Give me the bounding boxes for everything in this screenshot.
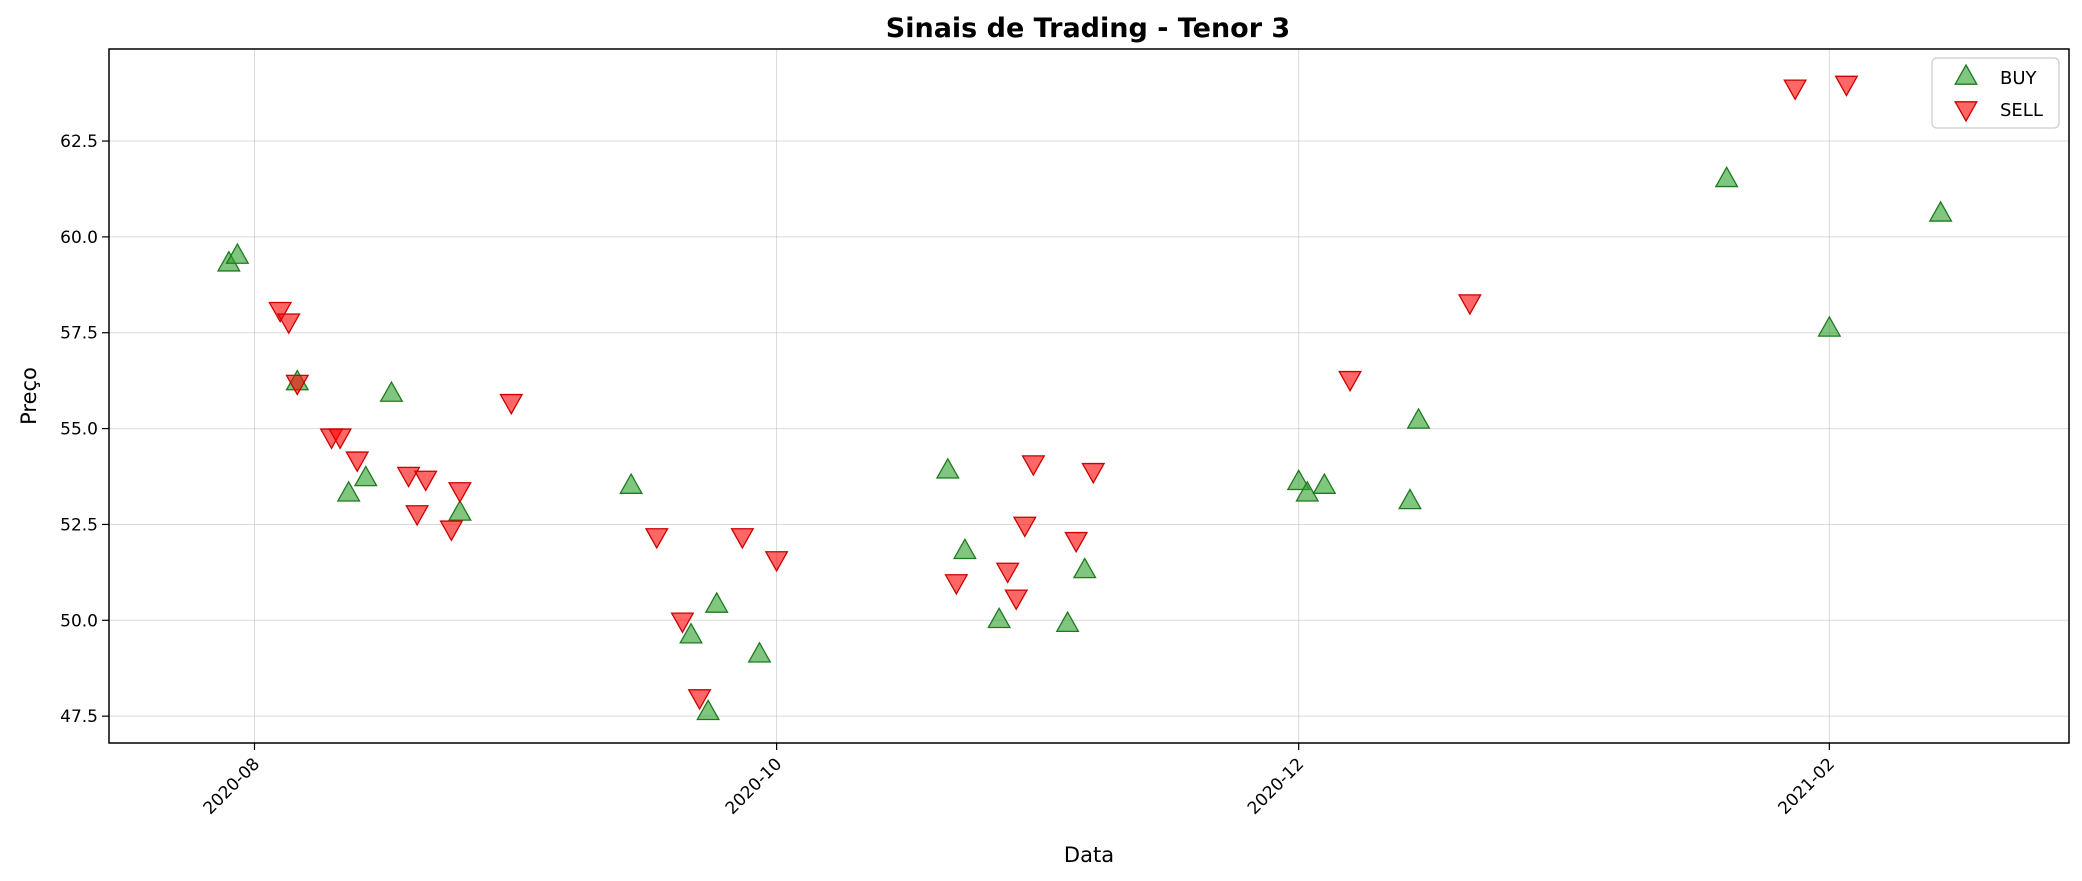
sell-signal-marker [670, 612, 695, 634]
sell-signal-marker [730, 528, 755, 550]
sell-signal-marker [345, 451, 370, 473]
sell-signal-marker [687, 689, 712, 711]
sell-signal-marker [405, 505, 430, 527]
chart-title: Sinais de Trading - Tenor 3 [886, 13, 1290, 44]
y-tick-label: 55.0 [60, 420, 98, 440]
sell-signal-marker [1064, 531, 1089, 554]
sell-signal-marker [764, 551, 789, 573]
sell-signal-marker [268, 301, 293, 324]
sell-signal-marker [499, 393, 524, 416]
buy-signal-marker [1055, 610, 1080, 632]
y-tick-label: 57.5 [60, 324, 98, 344]
buy-signal-marker [704, 591, 729, 613]
sell-signal-marker [328, 428, 353, 450]
sell-signal-marker [276, 313, 301, 335]
sell-signal-marker [995, 562, 1020, 584]
legend: BUY SELL [1931, 57, 2060, 129]
sell-signal-marker [1021, 455, 1046, 477]
buy-signal-marker [1406, 407, 1431, 429]
sell-signal-marker [396, 466, 421, 488]
buy-signal-marker [1312, 472, 1337, 494]
sell-signal-marker [1004, 589, 1029, 611]
sell-signal-marker [644, 528, 669, 550]
buy-signal-marker [336, 480, 361, 502]
legend-label-buy: BUY [2000, 68, 2038, 89]
y-axis-title: Preço [17, 367, 41, 425]
buy-signal-marker [1928, 200, 1953, 222]
sell-signal-marker [413, 470, 438, 492]
y-tick-label: 50.0 [60, 611, 98, 631]
buy-signal-marker [987, 606, 1012, 629]
sell-signal-marker [1338, 370, 1362, 393]
plot-frame [108, 48, 2070, 744]
legend-marker-sell [1954, 101, 1978, 123]
buy-signal-marker [1817, 315, 1842, 337]
buy-signal-marker [1398, 488, 1422, 510]
y-tick-label: 62.5 [60, 132, 98, 152]
buy-signal-marker [679, 622, 703, 644]
sell-signal-marker [944, 574, 969, 596]
sell-signal-marker [1012, 516, 1037, 538]
data-markers [216, 75, 1953, 721]
sell-signal-marker [285, 374, 310, 396]
y-tick-label: 52.5 [60, 515, 98, 535]
buy-signal-marker [379, 380, 404, 402]
buy-signal-marker [1714, 166, 1739, 188]
buy-signal-marker [448, 499, 472, 521]
buy-signal-marker [225, 242, 250, 264]
x-axis-title: Data [1064, 843, 1114, 867]
sell-signal-marker [439, 520, 464, 542]
legend-label-sell: SELL [2000, 100, 2043, 121]
buy-signal-marker [747, 641, 772, 663]
grid-lines [109, 49, 2069, 743]
sell-signal-marker [1081, 462, 1106, 485]
buy-signal-marker [935, 457, 960, 479]
buy-signal-marker [952, 537, 977, 560]
sell-signal-marker [1834, 75, 1859, 97]
y-tick-label: 60.0 [60, 228, 98, 248]
sell-signal-marker [448, 482, 472, 504]
legend-marker-buy [1954, 63, 1978, 85]
plot-area [109, 49, 2069, 743]
buy-signal-marker [1286, 468, 1311, 491]
buy-signal-marker [619, 472, 644, 494]
buy-signal-marker [353, 465, 378, 487]
y-tick-label: 47.5 [60, 707, 98, 727]
sell-signal-marker [1783, 79, 1808, 101]
buy-signal-marker [1295, 480, 1320, 502]
buy-signal-marker [1072, 557, 1097, 579]
buy-signal-marker [696, 699, 721, 721]
sell-signal-marker [1457, 294, 1482, 316]
